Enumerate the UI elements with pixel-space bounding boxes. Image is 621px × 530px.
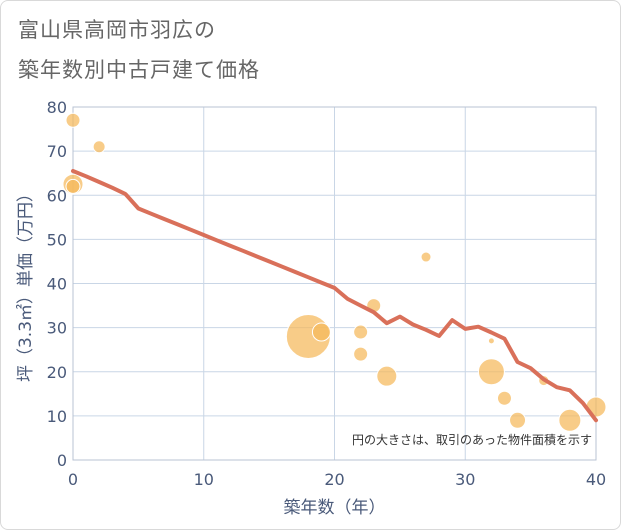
data-bubble	[65, 178, 81, 194]
y-axis-label: 坪（3.3㎡）単価（万円）	[16, 185, 36, 382]
size-note: 円の大きさは、取引のあった物件面積を示す	[352, 432, 592, 447]
x-tick-label: 10	[194, 470, 214, 489]
bubble-series	[62, 112, 607, 432]
y-tick-label: 20	[47, 363, 67, 382]
x-tick-label: 30	[455, 470, 475, 489]
y-tick-label: 10	[47, 407, 67, 426]
chart-title-line-1: 富山県高岡市羽広の	[18, 18, 216, 42]
chart-title-line-2: 築年数別中古戸建て価格	[18, 58, 260, 82]
trend-line	[71, 169, 598, 423]
data-bubble	[376, 365, 398, 387]
data-bubble	[496, 390, 512, 406]
y-tick-label: 70	[47, 142, 67, 161]
y-tick-label: 0	[57, 451, 67, 470]
y-tick-label: 40	[47, 275, 67, 294]
x-tick-label: 0	[68, 470, 78, 489]
data-bubble	[558, 408, 582, 432]
tick-labels: 0 10 20 30 40 0 10 20 30 40 50 60 70 80	[47, 98, 607, 489]
plot-border	[72, 106, 597, 461]
data-bubble	[509, 411, 527, 429]
y-tick-label: 60	[47, 186, 67, 205]
x-tick-label: 20	[324, 470, 344, 489]
data-bubble	[311, 322, 331, 342]
data-bubble	[477, 358, 505, 386]
data-bubble	[420, 251, 432, 263]
x-tick-label: 40	[586, 470, 606, 489]
y-tick-label: 80	[47, 98, 67, 117]
y-tick-label: 30	[47, 319, 67, 338]
data-bubble	[92, 140, 106, 154]
x-axis-label: 築年数（年）	[284, 498, 386, 518]
data-bubble	[487, 337, 495, 345]
y-tick-label: 50	[47, 230, 67, 249]
data-bubble	[353, 346, 369, 362]
grid-lines	[72, 106, 597, 461]
data-bubble	[353, 324, 369, 340]
data-bubble	[65, 112, 81, 128]
